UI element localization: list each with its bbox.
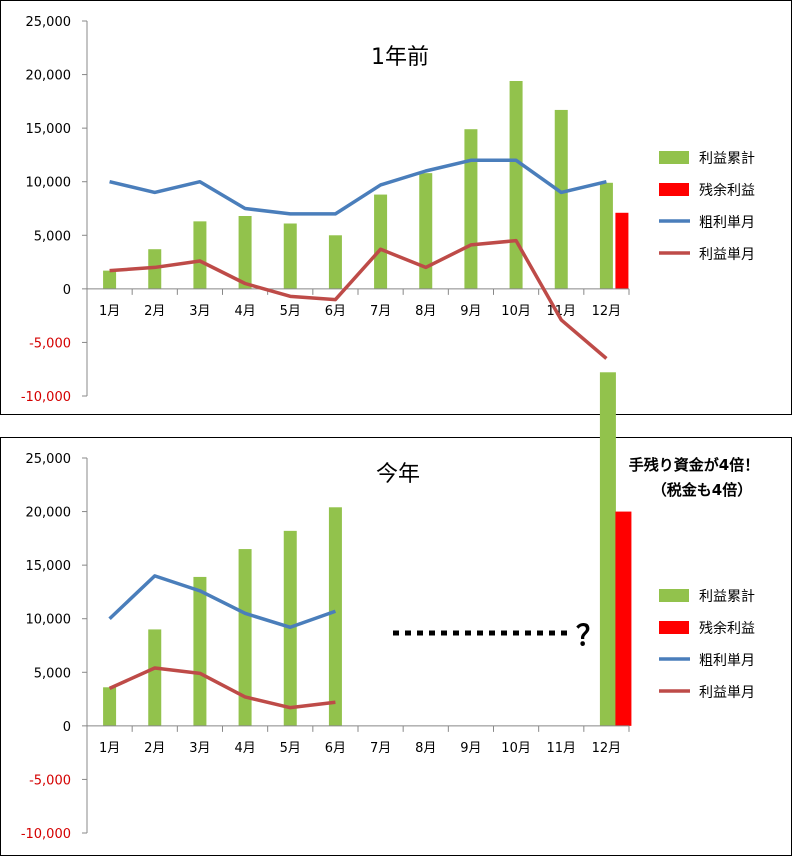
- y-tick-label: 0: [63, 720, 71, 735]
- cumulative-profit-bar-6: [328, 507, 342, 726]
- cumulative-profit-bar-3: [193, 221, 207, 289]
- legend-label: 残余利益: [699, 182, 755, 199]
- annotation-background: [618, 450, 770, 510]
- x-tick-label: 8月: [415, 304, 436, 319]
- gross-profit-line-prev: [109, 158, 607, 216]
- cumulative-profit-bar-4: [238, 216, 252, 289]
- y-tick-label: 10,000: [26, 176, 72, 191]
- x-tick-label: 7月: [370, 304, 391, 319]
- y-tick-label: 10,000: [26, 613, 72, 628]
- x-tick-label: 3月: [189, 304, 210, 319]
- y-tick-label: 15,000: [26, 122, 72, 137]
- x-tick-label: 1月: [99, 741, 120, 756]
- annotation-group: 手残り資金が4倍！ （税金も4倍） ？: [393, 450, 770, 652]
- legend-label: 粗利単月: [699, 653, 755, 669]
- y-tick-label: -5,000: [29, 773, 71, 788]
- cumulative-profit-bar-2: [148, 629, 162, 726]
- chart-title-this-year: 今年: [376, 462, 420, 487]
- chart-panel-prev-year: 1年前 25,000 20,000 15,000 10,000 5,000 0 -5,000…: [21, 15, 755, 405]
- x-tick-label: 1月: [99, 304, 120, 319]
- monthly-profit-line-prev: [109, 238, 608, 360]
- x-tick-label: 5月: [280, 741, 301, 756]
- chart-title-prev-year: 1年前: [371, 45, 429, 70]
- legend-label: 利益単月: [699, 247, 755, 263]
- x-tick-label: 9月: [460, 741, 481, 756]
- legend-label: 残余利益: [699, 620, 755, 637]
- cumulative-profit-bar-11: [554, 109, 568, 289]
- projected-cumulative-bar: [599, 372, 616, 726]
- x-tick-label: 8月: [415, 741, 436, 756]
- y-tick-label: 5,000: [34, 229, 71, 244]
- y-tick-label: 25,000: [26, 15, 72, 30]
- y-tick-label: 15,000: [26, 559, 72, 574]
- y-tick-label: 5,000: [34, 666, 71, 681]
- chart-panel-this-year: 今年 25,000 20,000 15,000 10,000 5,000 0 -5,000 -…: [21, 372, 755, 842]
- legend-swatch: [659, 183, 689, 196]
- x-tick-label: 5月: [280, 304, 301, 319]
- cumulative-profit-bar-1: [103, 270, 117, 289]
- x-tick-label: 6月: [325, 304, 346, 319]
- cumulative-profit-bar-3: [193, 576, 207, 726]
- cumulative-profit-bar-7: [374, 194, 388, 289]
- x-tick-label: 11月: [546, 741, 576, 756]
- legend-label: 粗利単月: [699, 215, 755, 231]
- x-tick-label: 10月: [501, 304, 531, 319]
- cumulative-profit-bar-12: [599, 182, 613, 289]
- x-tick-label: 12月: [592, 741, 622, 756]
- cumulative-profit-bar-1: [103, 687, 117, 726]
- y-tick-label: -10,000: [21, 390, 71, 405]
- cumulative-profit-bar-9: [464, 129, 478, 289]
- projected-residual-bar: [615, 511, 632, 726]
- x-tick-label: 2月: [144, 304, 165, 319]
- legend-swatch: [659, 589, 689, 602]
- cumulative-profit-bar-4: [238, 549, 252, 726]
- x-tick-label: 6月: [325, 741, 346, 756]
- x-tick-label: 9月: [460, 304, 481, 319]
- x-tick-label: 2月: [144, 741, 165, 756]
- monthly-profit-line-this: [108, 666, 336, 710]
- legend-swatch: [659, 621, 689, 634]
- cumulative-profit-bar-10: [509, 81, 523, 289]
- residual-profit-bar-12: [615, 212, 629, 289]
- y-tick-label: 0: [63, 283, 71, 298]
- y-tick-label: -5,000: [29, 336, 71, 351]
- legend-label: 利益累計: [699, 151, 755, 167]
- x-tick-label: 3月: [189, 741, 210, 756]
- cumulative-profit-bar-5: [283, 223, 297, 289]
- y-tick-label: 25,000: [26, 452, 72, 467]
- x-tick-label: 12月: [592, 304, 622, 319]
- annotation-question: ？: [576, 619, 604, 652]
- x-tick-label: 10月: [501, 741, 531, 756]
- x-tick-label: 4月: [234, 304, 255, 319]
- annotation-funds: 手残り資金が4倍！: [629, 456, 759, 474]
- cumulative-profit-bar-6: [328, 235, 342, 289]
- legend-label: 利益累計: [699, 589, 755, 605]
- x-tick-label: 4月: [234, 741, 255, 756]
- annotation-tax: （税金も4倍）: [652, 481, 752, 499]
- y-tick-label: -10,000: [21, 827, 71, 842]
- y-tick-label: 20,000: [26, 506, 72, 521]
- legend-label: 利益単月: [699, 685, 755, 701]
- y-tick-label: 20,000: [26, 69, 72, 84]
- legend-swatch: [659, 151, 689, 164]
- gross-profit-line-this: [108, 574, 337, 630]
- cumulative-profit-bar-8: [419, 173, 433, 289]
- x-tick-label: 7月: [370, 741, 391, 756]
